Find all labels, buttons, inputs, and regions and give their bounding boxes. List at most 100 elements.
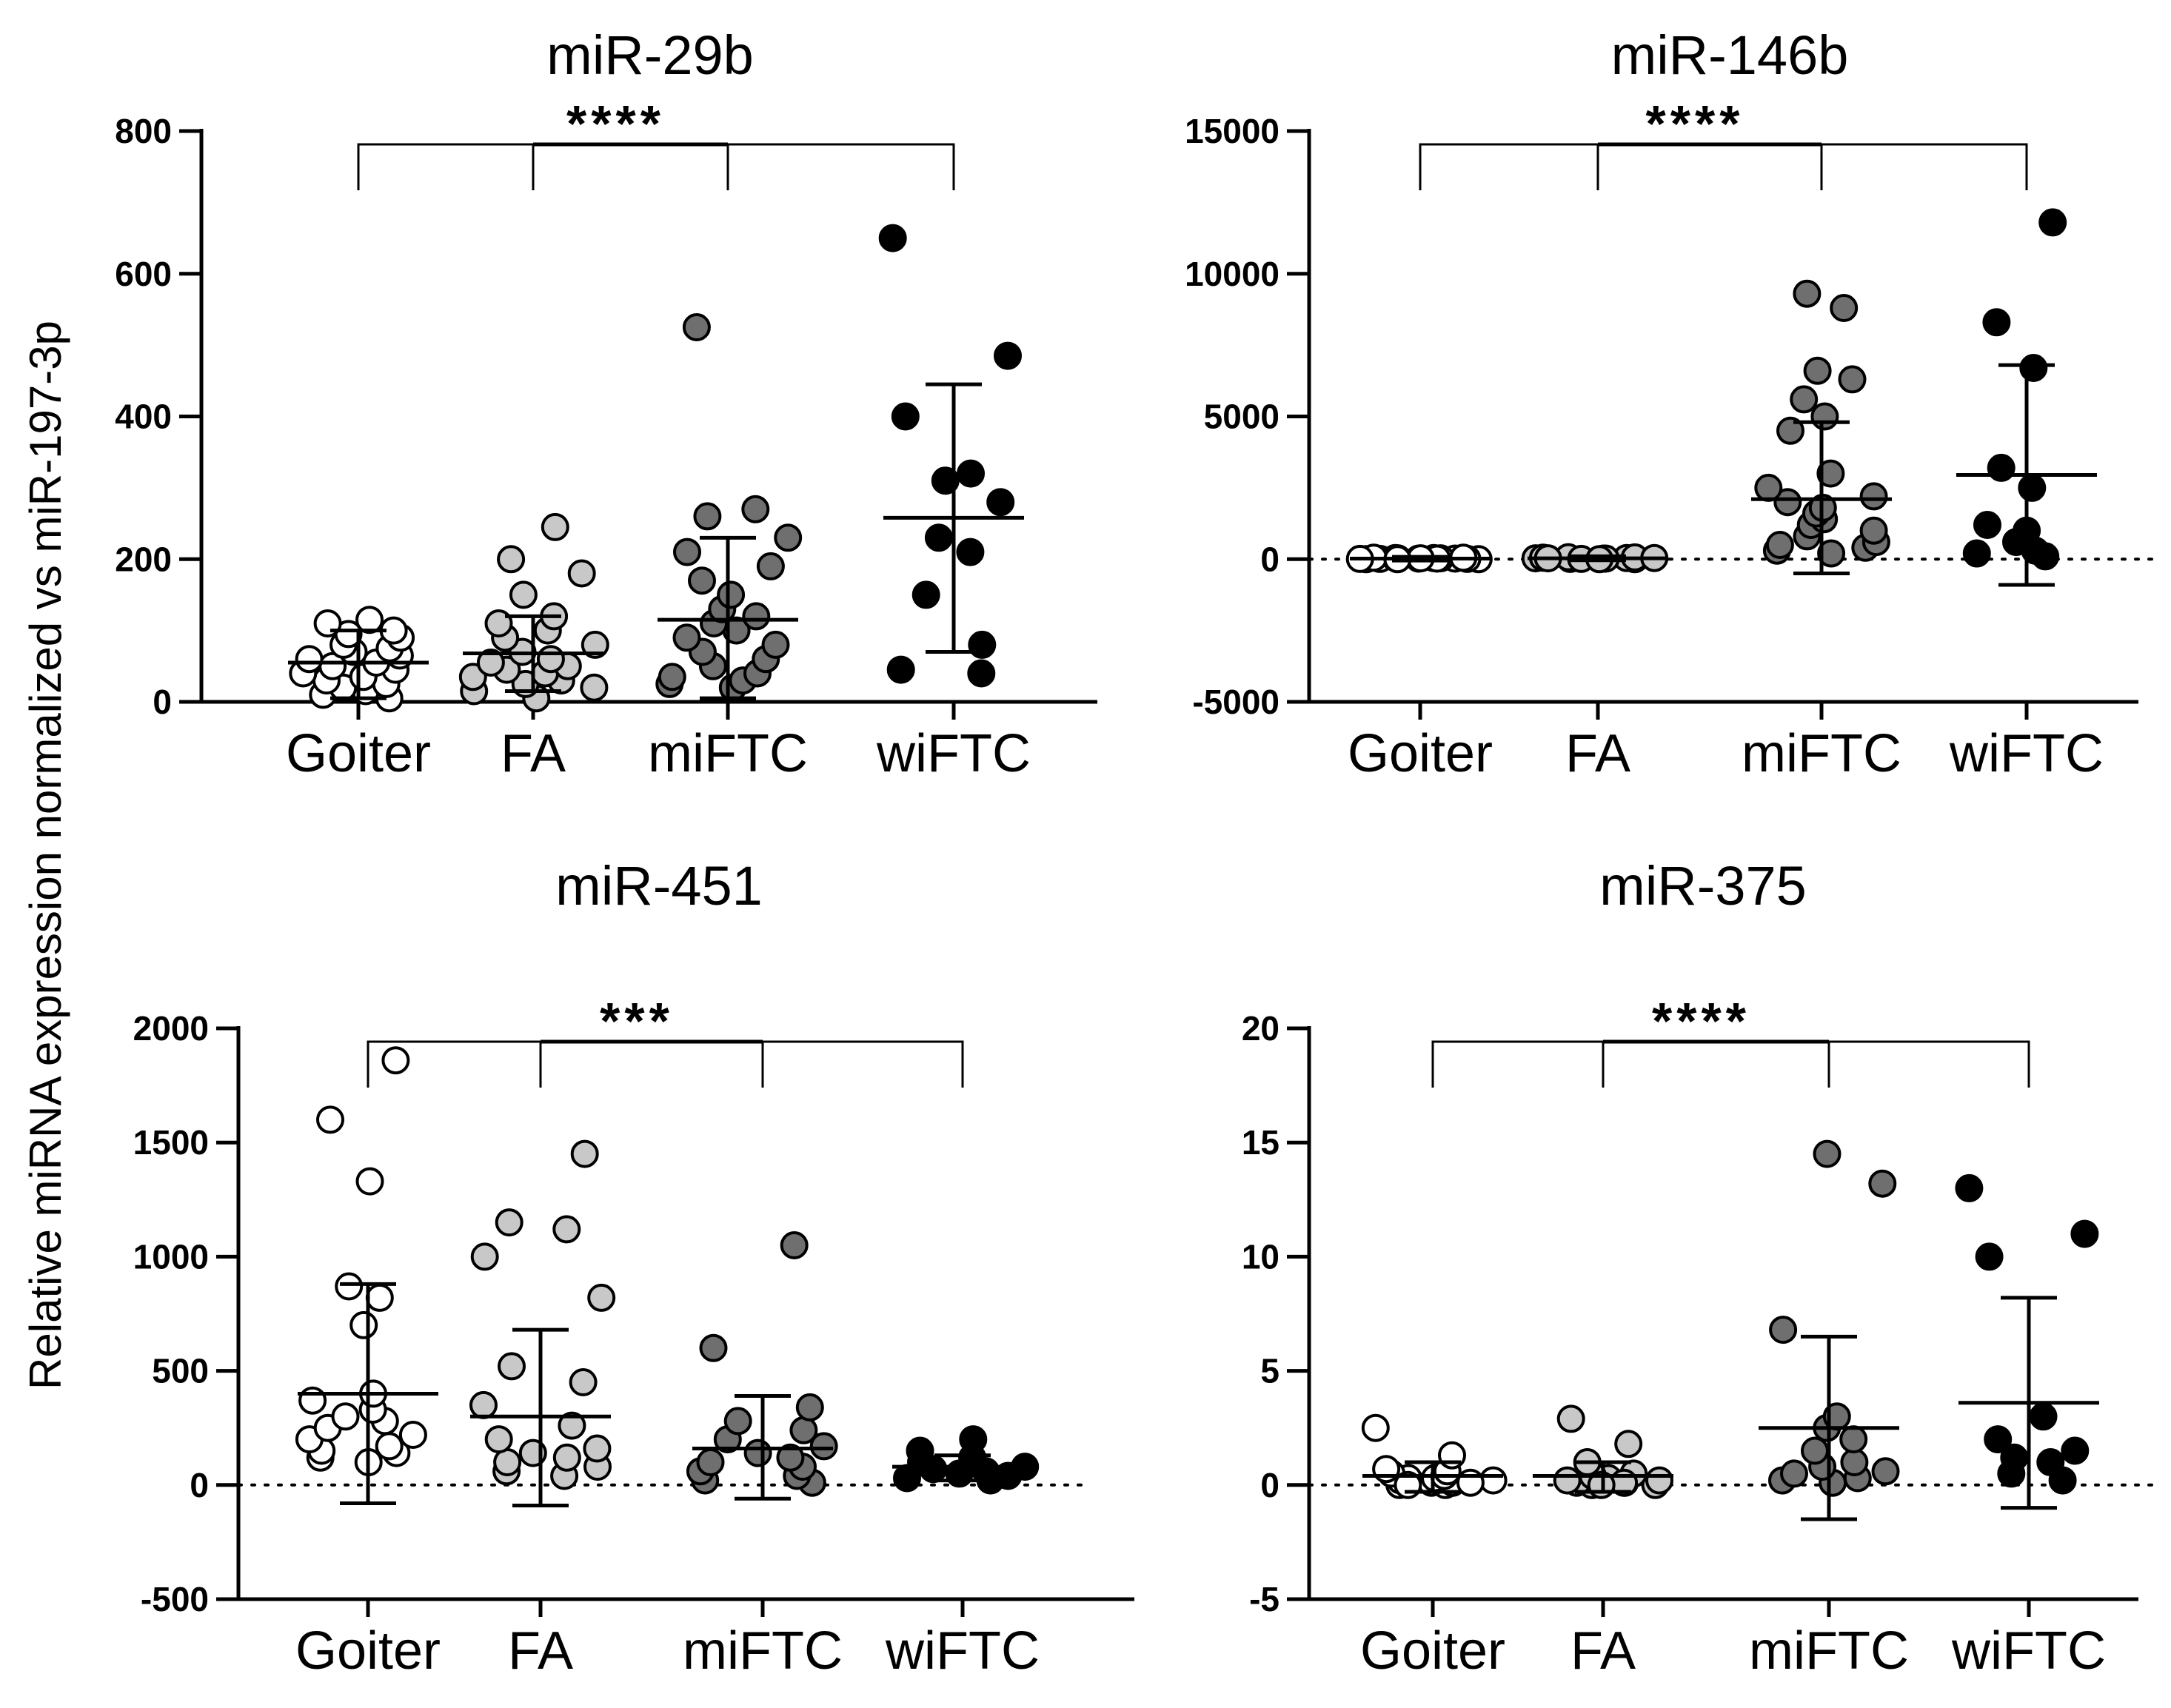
x-tick-label: FA (1565, 724, 1630, 783)
data-point (1839, 1425, 1868, 1454)
data-point (1793, 279, 1822, 308)
data-point (1871, 1457, 1900, 1486)
data-point (741, 495, 770, 523)
data-point (581, 630, 609, 659)
data-point (298, 1386, 327, 1415)
series-miFTC (686, 1231, 838, 1501)
significance-stars: *** (600, 992, 674, 1050)
y-tick-label: -5 (1249, 1580, 1279, 1618)
data-point (1801, 1436, 1829, 1465)
significance-bracket-inner (1602, 1042, 1830, 1088)
panel-title: miR-146b (1611, 24, 1849, 86)
data-point (365, 1283, 394, 1312)
data-point (723, 1407, 752, 1436)
data-point (693, 502, 722, 531)
data-point (1973, 511, 2001, 539)
data-point (536, 645, 565, 674)
data-point (498, 1352, 526, 1381)
y-tick-label: 5000 (1204, 398, 1279, 436)
data-point (688, 566, 716, 595)
data-point (1773, 488, 1802, 517)
series-wiFTC (1955, 1173, 2099, 1510)
series-Goiter (288, 606, 429, 713)
y-tick-label: 0 (1260, 540, 1279, 578)
data-point (696, 1448, 725, 1476)
x-tick-label: miFTC (683, 1621, 843, 1681)
y-tick-label: 500 (152, 1352, 209, 1390)
data-point (2019, 354, 2048, 382)
data-point (986, 488, 1015, 517)
data-point (994, 341, 1022, 370)
x-tick-label: wiFTC (1951, 1621, 2106, 1681)
data-point (789, 1416, 818, 1444)
data-point (682, 313, 711, 341)
x-tick-label: miFTC (1742, 724, 1901, 783)
panel-miR-29b: miR-29b 0 200 400 600 800 Goiter FA miFTC wiFTC **… (115, 24, 1097, 783)
significance-bracket-inner (532, 144, 729, 190)
data-point (552, 1443, 581, 1472)
x-tick-label: FA (508, 1621, 573, 1681)
data-point (1765, 531, 1794, 559)
data-point (761, 630, 790, 659)
y-tick-label: 5 (1260, 1352, 1279, 1390)
data-point (316, 1105, 344, 1134)
data-point (891, 402, 920, 431)
series-miFTC (655, 313, 803, 702)
data-point (1645, 1466, 1673, 1495)
series-FA (458, 512, 609, 713)
significance-bracket-inner (1596, 144, 1823, 190)
series-wiFTC (878, 224, 1024, 688)
data-point (1776, 416, 1804, 445)
data-point (743, 1439, 772, 1467)
y-tick-label: -500 (141, 1580, 209, 1618)
data-point (580, 673, 609, 702)
data-point (1816, 459, 1845, 488)
y-tick-label: 200 (115, 540, 172, 578)
panel-miR-146b: miR-146b -5000 0 5000 10000 15000 Goiter FA miFT… (1185, 24, 2156, 783)
y-tick-label: 15 (1242, 1123, 1279, 1162)
series-FA (1533, 1404, 1673, 1499)
data-point (569, 1368, 598, 1396)
series-FA (1521, 543, 1669, 574)
series-Goiter (295, 1046, 438, 1505)
significance-stars: **** (566, 95, 665, 153)
data-point (1975, 1242, 2004, 1271)
x-tick-label: Goiter (286, 724, 431, 783)
x-tick-label: FA (1570, 1621, 1636, 1681)
x-tick-label: Goiter (1348, 724, 1493, 783)
data-point (878, 224, 907, 252)
data-point (355, 1167, 384, 1196)
data-point (809, 1432, 838, 1461)
y-tick-label: 600 (115, 255, 172, 293)
data-point (469, 1390, 498, 1419)
data-point (375, 1432, 404, 1461)
data-point (673, 537, 701, 566)
series-miFTC (1759, 1139, 1900, 1521)
data-point (1813, 1139, 1841, 1168)
y-tick-label: 20 (1242, 1009, 1279, 1048)
x-tick-label: Goiter (295, 1621, 441, 1681)
data-point (931, 466, 960, 495)
data-point (495, 1208, 523, 1237)
data-point (956, 537, 985, 566)
series-wiFTC (892, 1425, 1040, 1495)
y-axis-label: Relative miRNA expression normalized vs … (21, 321, 70, 1390)
significance-stars: **** (1646, 95, 1745, 153)
data-point (583, 1434, 612, 1463)
data-point (335, 1272, 364, 1301)
data-point (1840, 1448, 1869, 1476)
data-point (1830, 294, 1859, 322)
x-tick-label: miFTC (1749, 1621, 1909, 1681)
panel-title: miR-451 (555, 855, 763, 917)
data-point (2070, 1219, 2099, 1248)
data-point (1456, 1468, 1485, 1497)
data-point (795, 1393, 824, 1421)
y-tick-label: 10000 (1185, 255, 1279, 293)
data-point (658, 663, 686, 691)
y-tick-label: 10 (1242, 1237, 1279, 1276)
data-point (2061, 1436, 2090, 1465)
x-tick-label: FA (501, 724, 566, 783)
panel-title: miR-375 (1599, 855, 1807, 917)
